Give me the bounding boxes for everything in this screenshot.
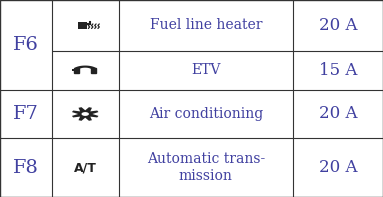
Text: 20 A: 20 A (319, 159, 357, 176)
Text: F7: F7 (13, 105, 39, 123)
Text: F6: F6 (13, 36, 39, 54)
Polygon shape (72, 107, 98, 121)
Text: ETV: ETV (191, 63, 221, 77)
Polygon shape (74, 66, 96, 69)
Polygon shape (74, 68, 79, 73)
Text: 20 A: 20 A (319, 106, 357, 123)
Text: 15 A: 15 A (319, 62, 357, 79)
Text: Automatic trans-
mission: Automatic trans- mission (147, 152, 265, 183)
Text: A/T: A/T (74, 161, 97, 174)
Polygon shape (91, 68, 96, 73)
Text: Air conditioning: Air conditioning (149, 107, 263, 121)
Polygon shape (82, 112, 89, 116)
Text: 20 A: 20 A (319, 17, 357, 34)
Text: F8: F8 (13, 159, 39, 177)
Bar (72, 69, 74, 71)
Bar (78, 22, 87, 29)
Text: Fuel line heater: Fuel line heater (150, 19, 262, 33)
